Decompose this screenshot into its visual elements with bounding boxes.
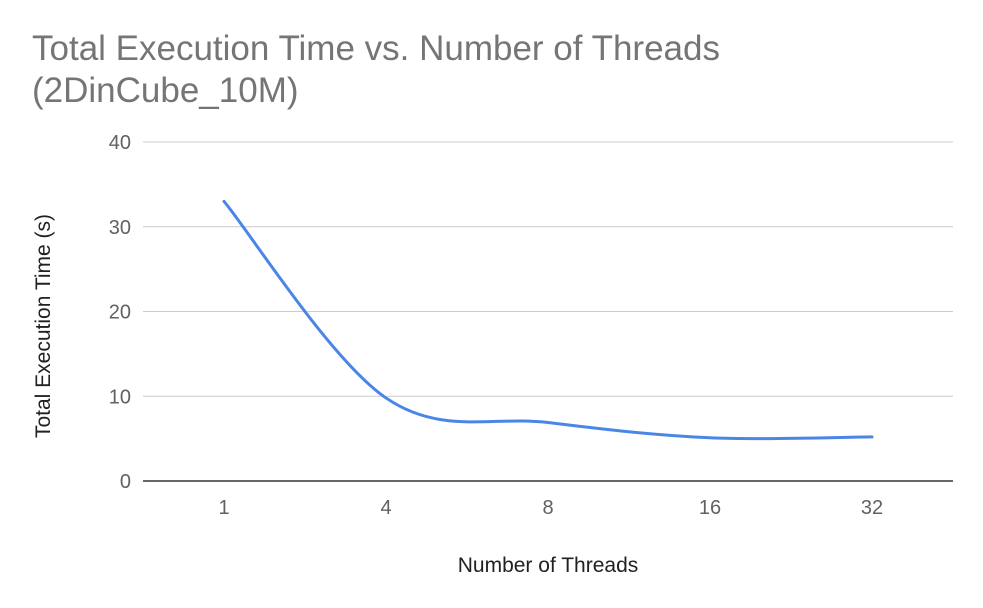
series-line — [222, 199, 874, 441]
y-tick-label: 20 — [109, 302, 131, 324]
chart-title-line-2: (2DinCube_10M) — [32, 71, 299, 110]
y-tick-label: 0 — [120, 471, 131, 493]
y-axis-title: Total Execution Time (s) — [32, 214, 55, 438]
gridlines — [143, 141, 953, 482]
chart-title: Total Execution Time vs. Number of Threa… — [32, 28, 962, 112]
x-tick-label: 4 — [380, 497, 391, 519]
x-axis-ticks: 1 4 8 16 32 — [218, 497, 883, 519]
chart-title-line-1: Total Execution Time vs. Number of Threa… — [32, 29, 720, 68]
y-tick-label: 40 — [109, 132, 131, 154]
x-tick-label: 16 — [699, 497, 721, 519]
y-tick-label: 10 — [109, 386, 131, 408]
x-tick-label: 32 — [861, 497, 883, 519]
series-group — [222, 199, 874, 441]
y-tick-label: 30 — [109, 217, 131, 239]
x-tick-label: 1 — [218, 497, 229, 519]
x-tick-label: 8 — [542, 497, 553, 519]
y-axis-ticks: 0 10 20 30 40 — [109, 132, 131, 493]
x-axis-title: Number of Threads — [458, 554, 639, 577]
